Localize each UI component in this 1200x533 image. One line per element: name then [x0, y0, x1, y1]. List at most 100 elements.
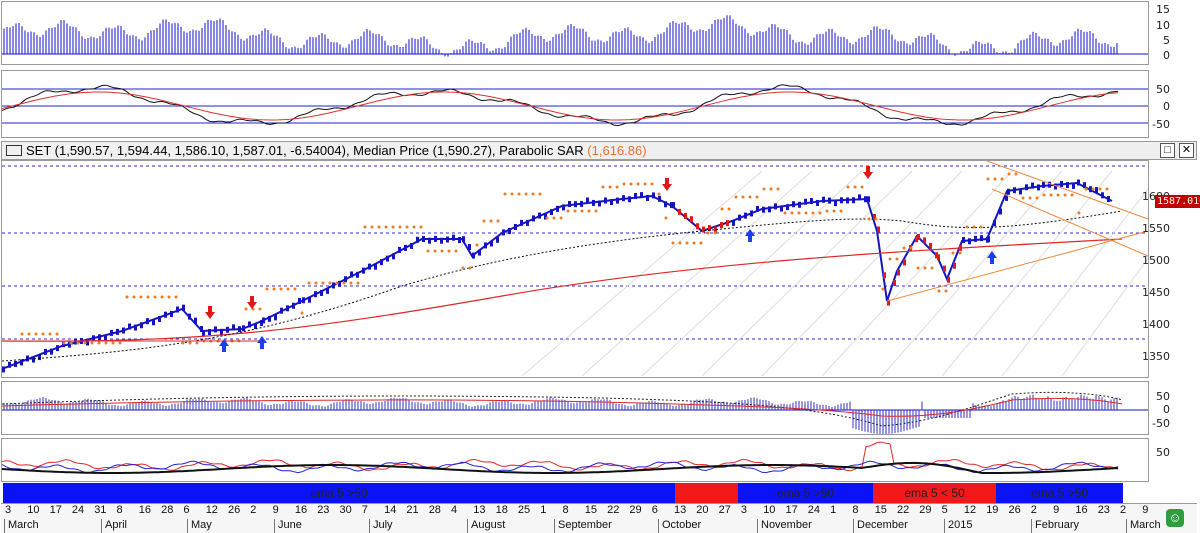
- candle: [646, 194, 649, 201]
- candle: [220, 328, 223, 335]
- sar-dot: [783, 211, 787, 215]
- indicator-panel-macd[interactable]: [1, 381, 1149, 435]
- sar-dot: [937, 289, 941, 293]
- candle: [610, 199, 613, 206]
- candlestick-icon: [6, 145, 22, 157]
- sar-dot: [986, 177, 990, 181]
- buy-arrow-icon: [257, 336, 267, 349]
- candle: [873, 213, 876, 220]
- fan-line: [941, 170, 1113, 377]
- histogram-tick: 5: [1163, 34, 1170, 47]
- date-tick: 9: [1053, 504, 1060, 516]
- sar-dot: [1091, 187, 1095, 191]
- date-tick: 7: [361, 504, 368, 516]
- candle: [496, 236, 499, 243]
- sar-dot: [1070, 193, 1074, 197]
- sar-dot: [1056, 193, 1060, 197]
- indicator-panel-oscillator[interactable]: [1, 70, 1149, 138]
- macd-chart: [2, 391, 1148, 434]
- sar-dot: [881, 287, 885, 291]
- date-tick: 2: [1120, 504, 1127, 516]
- sar-dot: [867, 217, 871, 221]
- date-tick: 8: [116, 504, 123, 516]
- sar-dot: [811, 211, 815, 215]
- ema-band: ema 5 < 50: [873, 483, 996, 503]
- fan-line: [581, 170, 813, 377]
- oscillator-axis: 50 0 -50: [1150, 70, 1200, 138]
- date-tick: 9: [272, 504, 279, 516]
- date-tick: 9: [1142, 504, 1149, 516]
- candle: [858, 194, 861, 201]
- date-tick: 12: [205, 504, 218, 516]
- price-axis: 1600 1550 1500 1450 1400 1350: [1142, 160, 1200, 378]
- price-panel[interactable]: [1, 160, 1149, 378]
- smiley-icon[interactable]: ☺: [1166, 509, 1184, 527]
- candle: [846, 197, 849, 204]
- candle: [134, 324, 137, 331]
- date-tick: 10: [763, 504, 776, 516]
- sar-dot: [293, 287, 297, 291]
- sar-dot: [468, 266, 472, 270]
- candle: [840, 197, 843, 204]
- fan-line: [1061, 257, 1148, 377]
- sar-dot: [643, 182, 647, 186]
- candle: [428, 237, 431, 244]
- month-tick: September: [554, 519, 612, 533]
- candle: [50, 348, 53, 355]
- date-tick: 1: [540, 504, 547, 516]
- maximize-button[interactable]: □: [1160, 143, 1175, 158]
- date-tick: 1: [830, 504, 837, 516]
- candle: [248, 321, 251, 328]
- candle: [999, 208, 1002, 215]
- sar-dot: [517, 192, 521, 196]
- sar-dot: [909, 246, 913, 250]
- date-tick: 10: [27, 504, 40, 516]
- sar-dot: [895, 257, 899, 261]
- ema-band-label: ema 5 >50: [776, 486, 835, 500]
- main-chart-title: SET (1,590.57, 1,594.44, 1,586.10, 1,587…: [26, 143, 588, 158]
- candle: [514, 223, 517, 230]
- fan-line: [521, 170, 763, 377]
- candle: [1083, 182, 1086, 189]
- month-tick: October: [658, 519, 701, 533]
- month-tick: March: [1126, 519, 1161, 533]
- sar-dot: [748, 195, 752, 199]
- candle: [1025, 184, 1028, 191]
- date-tick: 19: [986, 504, 999, 516]
- sar-dot: [76, 341, 80, 345]
- sar-dot: [27, 332, 31, 336]
- month-tick: February: [1031, 519, 1079, 533]
- date-tick: 2: [1030, 504, 1037, 516]
- candle: [684, 212, 687, 219]
- date-tick: 16: [294, 504, 308, 516]
- candle: [834, 200, 837, 207]
- candle: [1013, 187, 1016, 194]
- date-tick: 20: [696, 504, 709, 516]
- candle: [468, 244, 471, 251]
- candle: [462, 236, 465, 243]
- indicator-panel-adx[interactable]: [1, 438, 1149, 482]
- candle: [774, 203, 777, 210]
- sar-dot: [790, 211, 794, 215]
- sar-dot: [181, 341, 185, 345]
- sar-dot: [118, 341, 122, 345]
- sar-dot: [377, 225, 381, 229]
- sar-dot: [265, 287, 269, 291]
- candle: [232, 324, 235, 331]
- sar-dot: [342, 281, 346, 285]
- sar-dot: [958, 251, 962, 255]
- sar-dot: [398, 225, 402, 229]
- sar-dot: [1014, 172, 1018, 176]
- candle: [1095, 187, 1098, 194]
- candle: [678, 208, 681, 215]
- sar-dot: [846, 185, 850, 189]
- sar-dot: [692, 241, 696, 245]
- sar-dot: [1049, 193, 1053, 197]
- candle: [962, 236, 965, 243]
- candle: [750, 210, 753, 217]
- candle: [1007, 188, 1010, 195]
- close-button[interactable]: ✕: [1179, 143, 1194, 158]
- main-chart-header: SET (1,590.57, 1,594.44, 1,586.10, 1,587…: [1, 141, 1197, 160]
- indicator-panel-histogram[interactable]: [1, 1, 1149, 65]
- candle: [226, 326, 229, 333]
